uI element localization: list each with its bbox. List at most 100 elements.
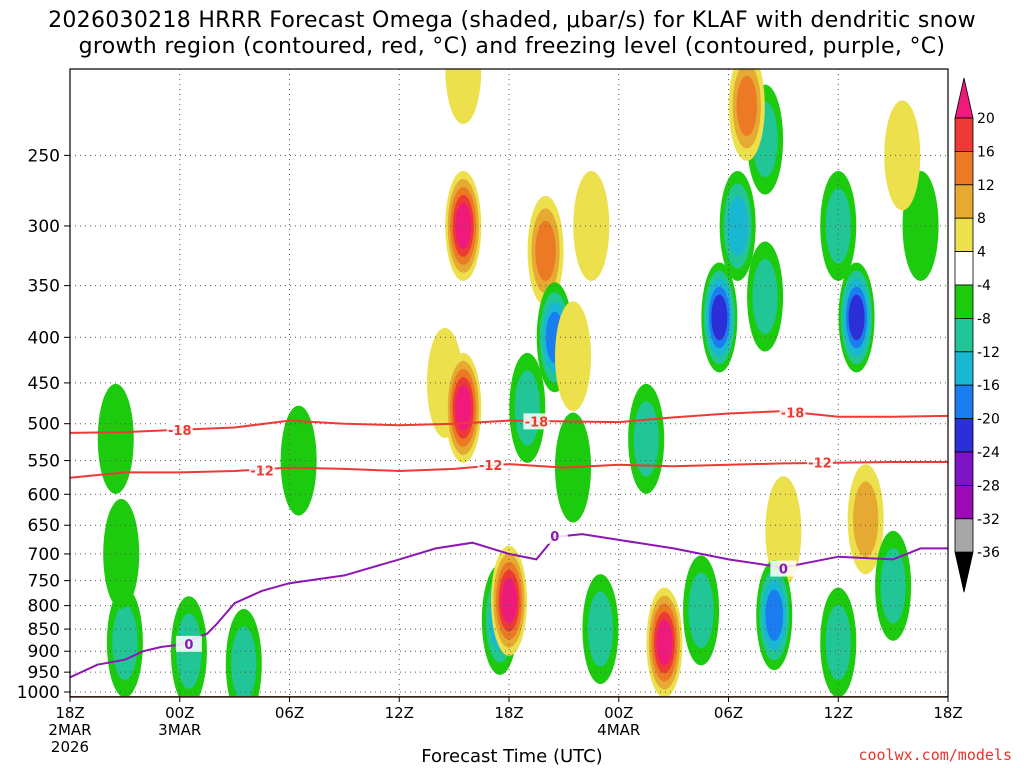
omega-cell (280, 405, 317, 516)
y-tick-label: 450 (28, 374, 60, 394)
omega-cell (455, 203, 472, 249)
omega-cell (445, 69, 482, 124)
omega-cell (727, 195, 748, 256)
y-tick-label: 550 (28, 452, 60, 472)
colorbar-label: -20 (977, 412, 1000, 428)
contour-label-bg (249, 462, 276, 479)
contour-label-bg (477, 456, 504, 473)
y-tick-label: 750 (28, 572, 60, 592)
y-tick-label: 900 (28, 642, 60, 662)
colorbar-label: -12 (977, 345, 1000, 361)
contour-line (70, 533, 948, 679)
colorbar-label: -4 (977, 278, 991, 294)
x-tick-label: 12Z (385, 704, 414, 722)
contour-label: -18 (781, 407, 805, 422)
omega-cell (884, 100, 921, 211)
colorbar-label: -8 (977, 311, 991, 327)
x-tick-date: 2MAR (48, 721, 91, 739)
omega-cell (825, 604, 851, 681)
colorbar-swatch (954, 117, 974, 152)
x-tick-date: 4MAR (597, 721, 640, 739)
x-tick-year: 2026 (51, 738, 89, 756)
omega-cell (455, 385, 472, 431)
colorbar-swatch (954, 418, 974, 453)
colorbar-label: 12 (977, 178, 995, 194)
y-tick-label: 1000 (17, 683, 60, 703)
omega-cell (736, 75, 758, 136)
colorbar-top-arrow (954, 77, 974, 119)
site-credit: coolwx.com/models (858, 746, 1012, 764)
y-tick-label: 300 (28, 217, 60, 237)
contour-label-bg (779, 404, 806, 421)
omega-cell (711, 294, 728, 341)
x-tick-label: 06Z (714, 704, 743, 722)
omega-cell (573, 170, 610, 281)
y-tick-label: 600 (28, 485, 60, 505)
omega-cell (97, 383, 134, 494)
colorbar: 20 16 12 8 4 -4 -8 -12 -16 -20 -24 -28 -32 -36 (954, 77, 1000, 593)
contour-label-bg (175, 635, 202, 652)
contour-label: -12 (808, 457, 832, 472)
colorbar-swatch (954, 518, 974, 553)
colorbar-swatch (954, 251, 974, 286)
colorbar-label: 16 (977, 144, 995, 160)
omega-cell (765, 589, 784, 641)
contour-label: -18 (525, 415, 549, 430)
contour-label-bg (806, 454, 833, 471)
contour-label: 0 (184, 638, 193, 653)
x-tick-label: 18Z (55, 704, 84, 722)
omega-cell (825, 188, 851, 264)
colorbar-swatch (954, 484, 974, 520)
omega-shading (97, 69, 939, 697)
colorbar-label: -28 (977, 478, 1000, 494)
omega-cell (535, 220, 556, 281)
x-tick-label: 00Z (165, 704, 194, 722)
x-axis-title: Forecast Time (UTC) (421, 746, 603, 767)
y-tick-label: 500 (28, 415, 60, 435)
omega-cell (848, 294, 865, 341)
contour-label-bg (541, 527, 568, 544)
colorbar-swatch (954, 217, 974, 252)
chart-title-line-1: 2026030218 HRRR Forecast Omega (shaded, … (48, 8, 976, 33)
y-tick-label: 250 (28, 146, 60, 166)
colorbar-label: 20 (977, 111, 995, 127)
contour-label: 0 (550, 530, 559, 545)
colorbar-bottom-arrow (954, 551, 974, 593)
colorbar-swatch (954, 317, 974, 353)
omega-cell (501, 577, 517, 624)
x-tick-date: 3MAR (158, 721, 201, 739)
colorbar-swatch (954, 184, 974, 219)
omega-cell (765, 476, 802, 587)
colorbar-swatch (954, 351, 974, 386)
contour-label-bg (166, 421, 193, 438)
y-tick-label: 400 (28, 328, 60, 348)
y-tick-label: 650 (28, 516, 60, 536)
contour-label-bg (770, 560, 797, 577)
x-tick-label: 18Z (933, 704, 962, 722)
omega-cell (103, 498, 140, 609)
contour-label-bg (523, 413, 550, 430)
omega-cell (880, 548, 906, 624)
contour-label: -12 (250, 464, 274, 479)
colorbar-label: 4 (977, 245, 986, 261)
omega-cell (555, 301, 592, 412)
colorbar-label: -24 (977, 445, 1000, 461)
x-tick-label: 18Z (494, 704, 523, 722)
colorbar-swatch (954, 451, 974, 486)
x-tick-label: 06Z (275, 704, 304, 722)
omega-cell (112, 604, 138, 681)
colorbar-label: -36 (977, 545, 1000, 561)
y-tick-label: 350 (28, 277, 60, 297)
colorbar-swatch (954, 284, 974, 319)
y-tick-label: 800 (28, 597, 60, 617)
omega-cell (853, 481, 879, 557)
omega-cell (514, 370, 540, 446)
y-tick-label: 700 (28, 545, 60, 565)
colorbar-label: -16 (977, 378, 1000, 394)
colorbar-label: -32 (977, 512, 1000, 528)
colorbar-label: 8 (977, 211, 986, 227)
omega-cell (656, 619, 673, 666)
omega-cell (752, 258, 778, 335)
contour-label: -18 (168, 424, 192, 439)
